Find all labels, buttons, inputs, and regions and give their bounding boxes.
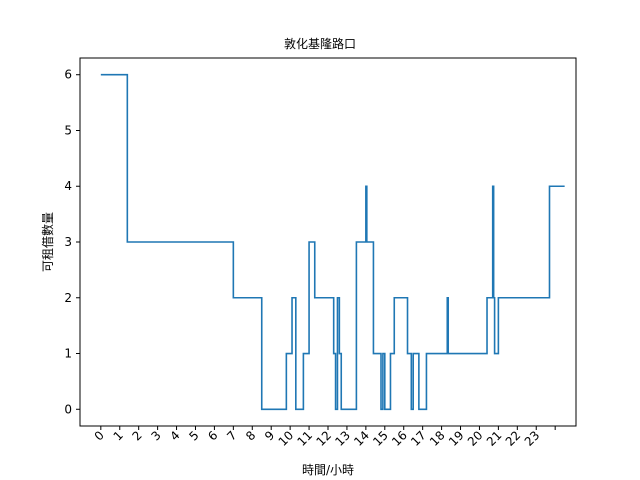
y-axis-label: 可租借數量	[41, 212, 55, 272]
x-tick-label: 3	[148, 428, 163, 443]
x-tick-label: 1	[111, 428, 126, 443]
x-tick-label: 21	[484, 428, 505, 449]
x-tick-label: 4	[167, 428, 182, 443]
x-tick-label: 12	[313, 428, 334, 449]
y-tick-label: 2	[64, 291, 72, 305]
x-tick-label: 2	[130, 428, 145, 443]
x-tick-label: 10	[276, 428, 297, 449]
x-tick-label: 22	[503, 428, 524, 449]
x-tick-label: 15	[370, 428, 391, 449]
x-tick-label: 0	[92, 428, 107, 443]
x-tick-label: 19	[446, 428, 467, 449]
y-tick-label: 3	[64, 235, 72, 249]
y-tick-label: 6	[64, 68, 72, 82]
x-tick-label: 11	[294, 428, 315, 449]
x-tick-label: 16	[389, 428, 410, 449]
series-line-0	[100, 73, 565, 411]
x-tick-label: 20	[465, 428, 486, 449]
x-tick-label: 7	[224, 428, 239, 443]
x-tick-label: 18	[427, 428, 448, 449]
y-tick-label: 5	[64, 123, 72, 137]
x-tick-label: 5	[186, 428, 201, 443]
y-tick-label: 0	[64, 402, 72, 416]
y-tick-label: 1	[64, 347, 72, 361]
x-tick-label: 23	[522, 428, 543, 449]
x-tick-label: 17	[408, 428, 429, 449]
x-tick-label: 14	[351, 428, 372, 449]
x-tick-label: 6	[205, 428, 220, 443]
x-tick-label: 13	[332, 428, 353, 449]
y-tick-label: 4	[64, 179, 72, 193]
x-axis-label: 時間/小時	[302, 463, 354, 477]
x-tick-label: 9	[262, 428, 277, 443]
x-tick-label: 8	[243, 428, 258, 443]
chart-title: 敦化基隆路口	[284, 36, 356, 51]
